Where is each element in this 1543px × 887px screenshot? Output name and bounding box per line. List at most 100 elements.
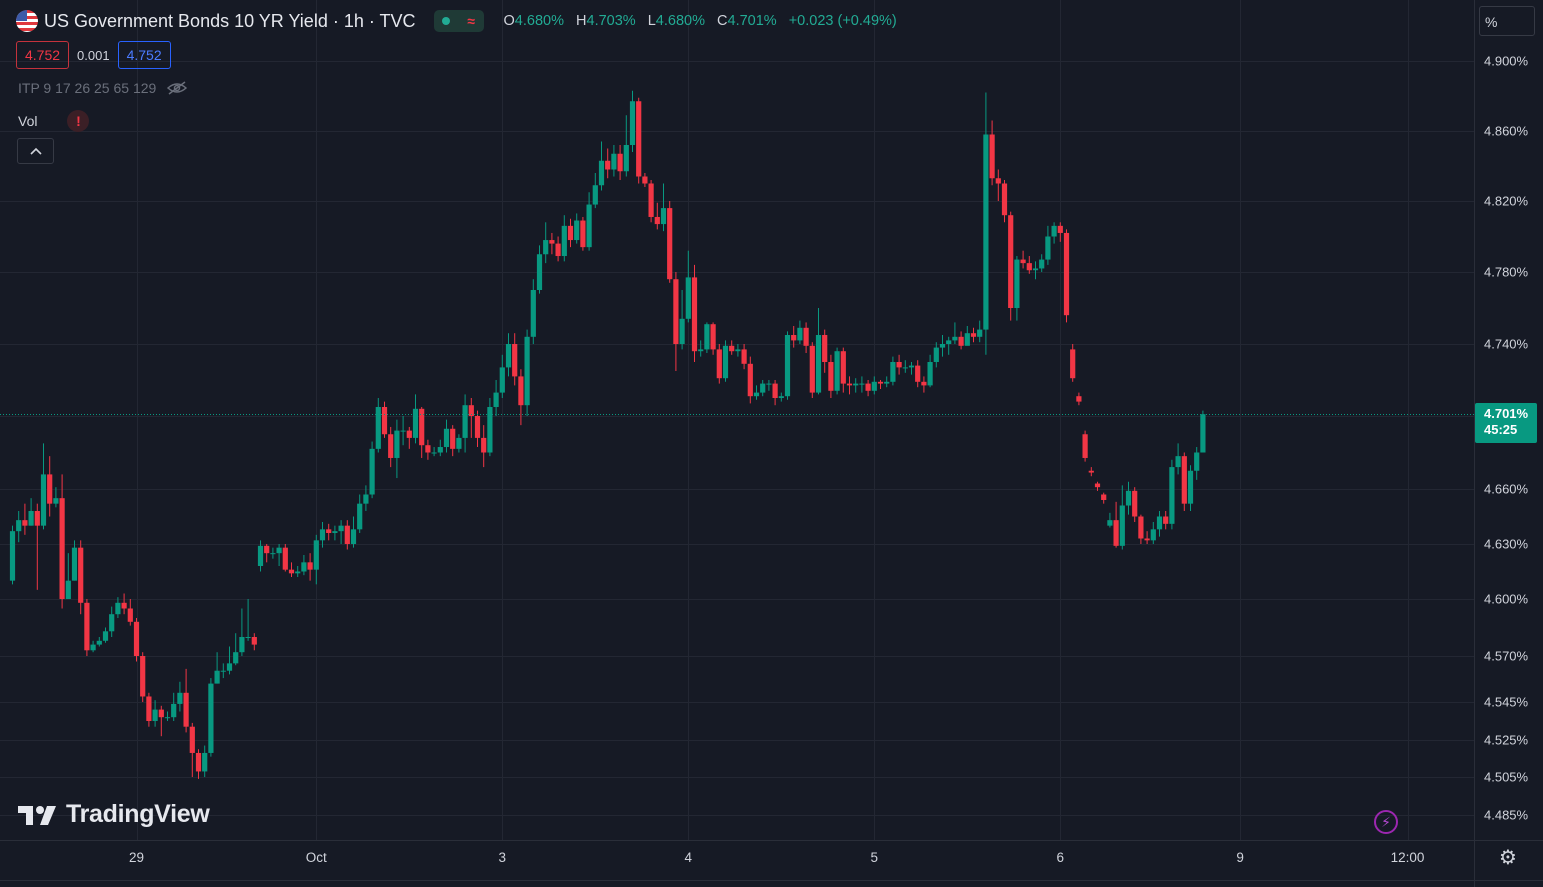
candle-body [350, 529, 357, 544]
quick-action-bolt-icon[interactable]: ⚡ [1374, 810, 1398, 834]
candle-body [1045, 236, 1051, 260]
candle [1119, 485, 1125, 550]
candle [245, 599, 251, 641]
market-open-dot-icon [442, 17, 451, 25]
tradingview-logo[interactable]: TradingView [18, 800, 210, 829]
candle [127, 599, 133, 626]
candle [815, 308, 822, 395]
price-axis[interactable]: 4.485% 4.505% 4.525% 4.545% 4.570% 4.600% 4.63… [1484, 54, 1529, 823]
candle [1032, 261, 1039, 280]
candle [580, 216, 586, 251]
candle [1194, 447, 1200, 480]
candle-body [257, 545, 264, 566]
candle [636, 97, 642, 184]
candle-body [363, 494, 369, 504]
candle-body [400, 430, 406, 432]
indicator-legend[interactable]: ITP 9 17 26 25 65 129 [18, 80, 188, 96]
candle [9, 525, 16, 585]
candle [933, 342, 939, 368]
candle [1057, 222, 1063, 242]
candle-body [121, 602, 127, 609]
sell-button[interactable]: 4.752 [16, 41, 70, 69]
candle-body [344, 525, 350, 544]
candle [146, 692, 152, 727]
price-tick-label: 4.525% [1484, 733, 1529, 748]
candle-body [499, 367, 505, 393]
grid-lines [0, 0, 1474, 840]
time-tick-label: 9 [1236, 850, 1244, 865]
candle [270, 547, 276, 559]
candle-body [431, 452, 437, 454]
candle [908, 362, 915, 375]
candle [1001, 180, 1008, 223]
candle-body [549, 240, 555, 244]
warning-icon[interactable]: ! [67, 110, 90, 132]
candle [375, 398, 381, 453]
candle [536, 245, 543, 294]
candle-body [16, 520, 22, 532]
candle-body [753, 392, 760, 397]
candle-body [338, 525, 344, 532]
delayed-data-icon: ≈ [467, 13, 475, 29]
hidden-eye-icon[interactable] [166, 81, 188, 95]
candle-body [381, 407, 388, 435]
candle [1181, 452, 1187, 511]
candle [927, 354, 933, 388]
candle [332, 525, 338, 541]
price-tick-label: 4.545% [1484, 695, 1529, 710]
candle-body [1138, 516, 1144, 539]
candle-body [115, 602, 121, 615]
price-unit-selector[interactable]: % [1479, 6, 1535, 36]
candle-body [784, 335, 791, 397]
candle [1200, 410, 1206, 453]
candle-body [133, 621, 140, 656]
candle [394, 419, 400, 479]
candle-body [109, 614, 115, 632]
buy-button[interactable]: 4.752 [117, 41, 171, 69]
time-tick-label: 5 [871, 850, 879, 865]
candle [704, 322, 710, 353]
candle-body [22, 520, 28, 526]
price-tick-label: 4.740% [1484, 337, 1529, 352]
market-status-badge[interactable]: ≈ [433, 10, 484, 32]
candle-body [474, 416, 481, 438]
candle [1082, 430, 1088, 462]
candle-body [282, 547, 288, 570]
candle [195, 749, 202, 779]
candle-body [741, 349, 747, 364]
candle [59, 474, 65, 609]
price-tick-label: 4.780% [1484, 265, 1529, 280]
volume-legend[interactable]: Vol ! [18, 110, 90, 132]
candle [592, 173, 598, 209]
candle [939, 335, 946, 357]
candle [605, 148, 611, 179]
time-axis[interactable]: 29 Oct 3 4 5 6 9 12:00 [129, 850, 1424, 865]
candle [1045, 225, 1051, 265]
candle [468, 398, 474, 438]
candle [295, 566, 301, 577]
candle [220, 663, 226, 679]
symbol-title[interactable]: US Government Bonds 10 YR Yield · 1h · T… [44, 10, 416, 31]
candle [158, 705, 164, 737]
candle-body [233, 652, 239, 664]
candle [772, 380, 778, 406]
candle-body [412, 408, 419, 438]
candle [871, 376, 877, 395]
settings-gear-icon[interactable]: ⚙ [1499, 847, 1517, 869]
candle [741, 344, 747, 370]
collapse-legend-button[interactable] [17, 138, 54, 164]
tradingview-logo-icon [18, 805, 56, 825]
candle [877, 380, 884, 389]
price-tick-label: 4.900% [1484, 54, 1529, 69]
bar-countdown: 45:25 [1484, 422, 1518, 437]
candle [65, 553, 71, 599]
candle [1039, 254, 1045, 272]
candle-body [96, 640, 102, 645]
candle [450, 425, 456, 457]
candle-body [140, 656, 146, 697]
candle [1051, 222, 1057, 244]
candle-body [536, 254, 543, 290]
chevron-up-icon [29, 147, 42, 155]
candle [1014, 256, 1020, 321]
